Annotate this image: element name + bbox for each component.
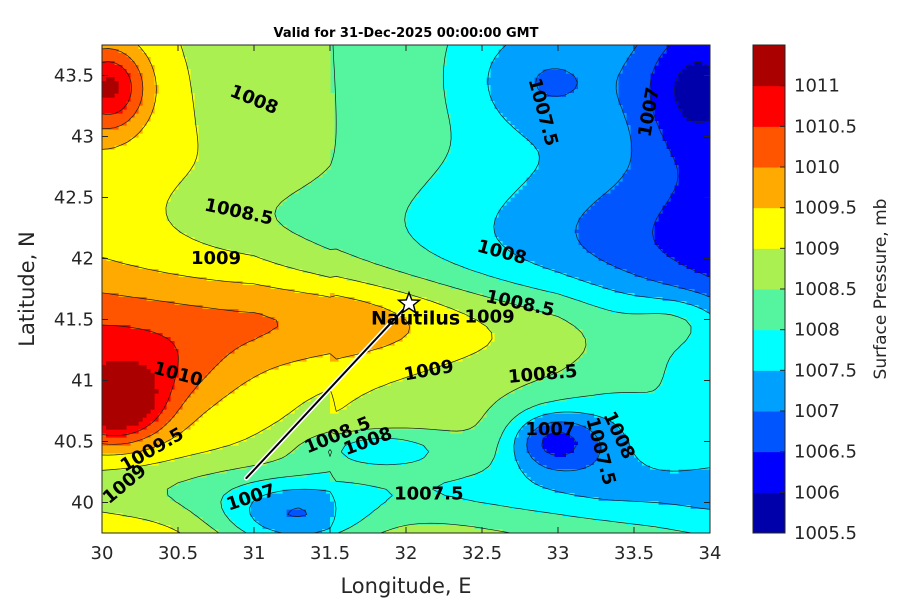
contour-fills <box>102 45 710 533</box>
contour-line-1010 <box>102 48 279 445</box>
contour-band-1007 <box>250 45 710 533</box>
y-tick-label: 41.5 <box>54 310 94 331</box>
colorbar-label: Surface Pressure, mb <box>871 199 891 380</box>
x-axis-label: Longitude, E <box>340 574 471 598</box>
colorbar-swatch <box>753 329 785 371</box>
x-axis-ticks: 30 30.5 31 31.5 32 32.5 33 33.5 34 <box>91 45 722 564</box>
colorbar-tick-label: 1009.5 <box>794 198 857 219</box>
y-tick-label: 42.5 <box>54 188 94 209</box>
x-tick-label: 33 <box>547 543 570 564</box>
colorbar: 1005.5 1006 1006.5 1007 1007.5 1008 1008.5 1009… <box>752 44 857 544</box>
colorbar-swatch <box>753 370 785 412</box>
y-tick-label: 42 <box>71 249 94 270</box>
contour-line-1006.5 <box>541 45 710 456</box>
star-inner <box>400 294 418 311</box>
x-tick-label: 32 <box>395 543 418 564</box>
y-axis-label: Latitude, N <box>15 231 39 347</box>
y-tick-label: 40.5 <box>54 432 94 453</box>
contour-band-1006 <box>542 45 710 458</box>
marker-label: Nautilus <box>371 308 460 330</box>
x-tick-label: 30.5 <box>158 543 198 564</box>
contour-label: 1009 <box>465 307 515 328</box>
colorbar-swatch <box>753 45 785 87</box>
contour-line-1008 <box>220 45 692 533</box>
contour-line-1009 <box>102 45 493 533</box>
colorbar-swatch <box>753 248 785 290</box>
contour-band-1009.5 <box>102 45 411 454</box>
colorbar-tick-label: 1007 <box>794 401 840 422</box>
contour-line-1008.5 <box>166 45 587 533</box>
contour-band-1008.5 <box>102 45 587 533</box>
colorbar-swatch <box>753 167 785 209</box>
colorbar-tick-label: 1009 <box>794 238 840 259</box>
colorbar-swatch <box>753 289 785 331</box>
x-tick-label: 34 <box>699 543 722 564</box>
x-tick-label: 31 <box>243 543 266 564</box>
colorbar-swatch <box>753 492 785 534</box>
x-tick-label: 31.5 <box>310 543 350 564</box>
colorbar-swatch <box>753 207 785 249</box>
colorbar-tick-label: 1008 <box>794 320 840 341</box>
chart-title: Valid for 31-Dec-2025 00:00:00 GMT <box>274 26 539 41</box>
colorbar-tick-label: 1005.5 <box>794 523 857 544</box>
contour-band-1010.5 <box>102 61 179 438</box>
contour-band-1007.5 <box>222 45 710 533</box>
colorbar-swatch <box>753 411 785 453</box>
y-tick-label: 40 <box>71 493 94 514</box>
colorbar-swatch <box>753 85 785 127</box>
contour-label: 1007 <box>525 419 575 440</box>
colorbar-tick-label: 1006.5 <box>794 442 857 463</box>
x-tick-label: 33.5 <box>614 543 654 564</box>
contour-lines <box>102 45 710 533</box>
colorbar-tick-label: 1010 <box>794 157 840 178</box>
colorbar-tick-label: 1008.5 <box>794 279 857 300</box>
nautilus-marker: Nautilus <box>371 290 460 330</box>
contour-line-1009.5 <box>102 45 411 456</box>
y-axis-ticks: 40 40.5 41 41.5 42 42.5 43 43.5 <box>54 66 710 514</box>
x-tick-label: 32.5 <box>462 543 502 564</box>
contour-line-1007.5 <box>249 45 710 533</box>
contour-label: 1009 <box>191 248 241 269</box>
contour-band-1009 <box>102 45 495 533</box>
y-tick-label: 43 <box>71 127 94 148</box>
contour-line-1007 <box>287 45 710 517</box>
contour-band-1005.5 <box>674 61 710 122</box>
vessel-track <box>243 301 412 481</box>
colorbar-tick-label: 1007.5 <box>794 360 857 381</box>
contour-band-1010 <box>102 49 279 446</box>
colorbar-tick-label: 1010.5 <box>794 116 857 137</box>
contour-band-1008 <box>166 45 691 533</box>
colorbar-swatch <box>753 451 785 493</box>
track-line <box>245 302 410 480</box>
contour-band-1011 <box>102 77 159 430</box>
contour-label: 1007.5 <box>394 484 463 505</box>
colorbar-tick-label: 1006 <box>794 482 840 503</box>
colorbar-swatch <box>753 126 785 168</box>
x-tick-label: 30 <box>91 543 114 564</box>
colorbar-tick-label: 1011 <box>794 76 840 97</box>
y-tick-label: 43.5 <box>54 66 94 87</box>
contour-line-1006 <box>674 62 710 124</box>
y-tick-label: 41 <box>71 371 94 392</box>
contour-line-1010.5 <box>102 61 179 437</box>
